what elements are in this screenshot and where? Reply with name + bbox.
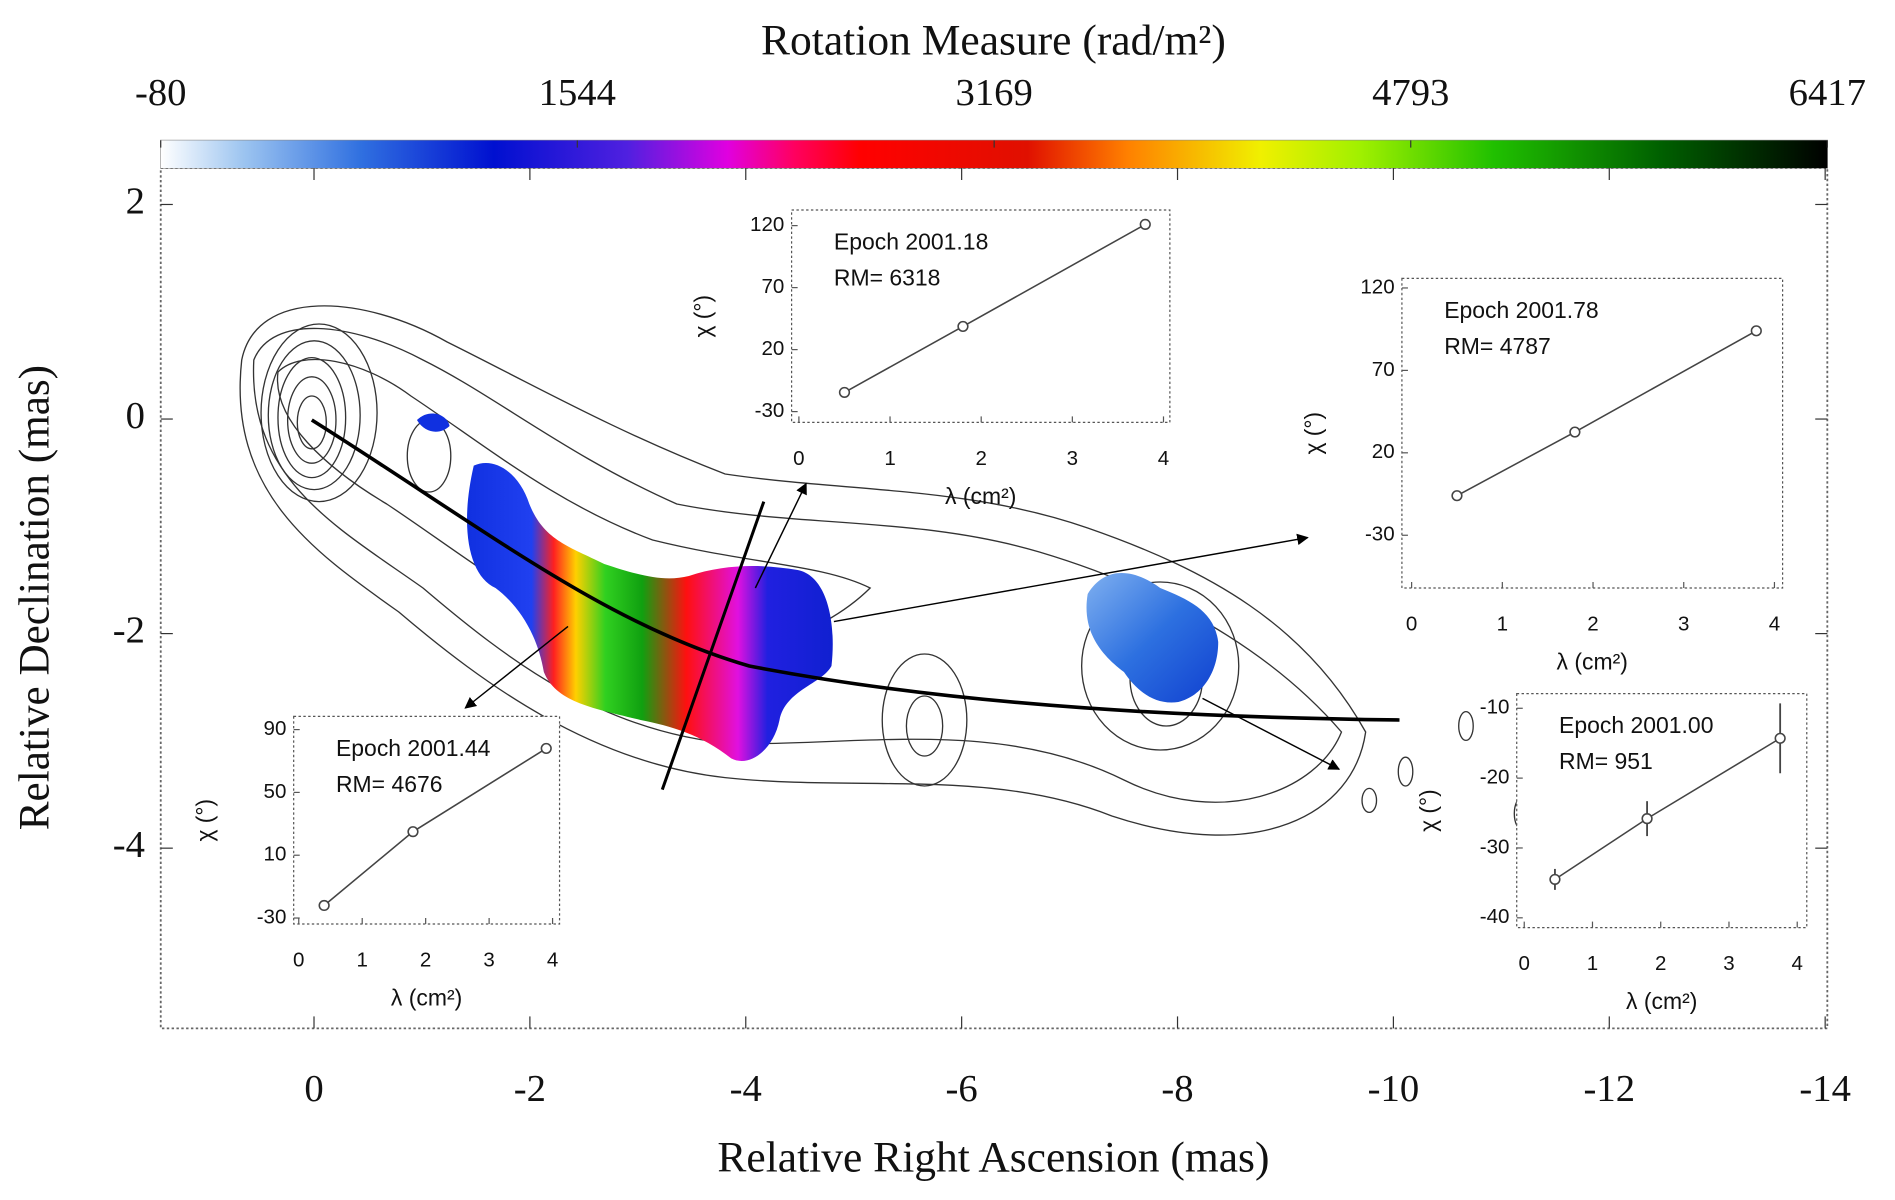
inset-annotation: Epoch 2001.18 [834, 229, 988, 255]
inset-y-label: χ (°) [1415, 789, 1441, 832]
colorbar-label: Rotation Measure (rad/m²) [761, 16, 1226, 64]
inset-y-label: χ (°) [1300, 412, 1326, 455]
y-tick-label: 120 [1360, 275, 1394, 298]
y-tick-label: 0 [126, 395, 145, 437]
data-point [840, 388, 850, 398]
x-tick-label: 2 [1655, 952, 1666, 975]
inset-x-label: λ (cm²) [1557, 649, 1628, 675]
x-tick-label: 4 [1792, 952, 1803, 975]
y-tick-label: -40 [1480, 905, 1510, 928]
y-tick-label: 20 [1372, 440, 1395, 463]
y-tick-label: -30 [755, 399, 785, 422]
inset: 0 1 2 3 4 -30 20 70 120 λ (cm²) χ (°) Epoch 2001.78… [1300, 275, 1783, 674]
page: {"chart_data": [ {"type": "map", "xlabel… [0, 0, 1895, 1200]
rm-patch [417, 413, 450, 431]
inset-annotation: RM= 951 [1559, 748, 1653, 774]
figure: Rotation Measure (rad/m²) Relative Right… [0, 0, 1895, 1200]
arrow [834, 538, 1308, 622]
inset-annotation: RM= 4676 [336, 771, 443, 797]
y-tick-label: -10 [1480, 696, 1510, 719]
data-point [1550, 875, 1560, 885]
y-tick-label: 70 [1372, 358, 1395, 381]
data-point [1775, 734, 1785, 744]
x-tick-label: 3 [1678, 613, 1689, 636]
y-tick-label: -30 [257, 905, 287, 928]
data-point [1140, 220, 1150, 230]
y-tick-label: -20 [1480, 766, 1510, 789]
inset-annotation: RM= 4787 [1444, 333, 1551, 359]
inset-annotation: RM= 6318 [834, 265, 941, 291]
data-point [1452, 491, 1462, 501]
x-tick-label: 1 [1587, 952, 1598, 975]
arrow [1203, 698, 1340, 769]
inset-annotation: Epoch 2001.44 [336, 735, 491, 761]
data-point [1570, 427, 1580, 437]
x-tick-label: -14 [1799, 1068, 1851, 1110]
data-point [958, 322, 968, 332]
y-tick-label: 120 [750, 213, 784, 236]
x-tick-label: 0 [793, 447, 804, 470]
x-tick-label: 0 [1519, 952, 1530, 975]
inset-annotation: Epoch 2001.78 [1444, 297, 1598, 323]
colorbar-tick-label: 6417 [1789, 72, 1866, 114]
jet-ridge [312, 420, 1400, 720]
x-tick-label: -12 [1584, 1068, 1636, 1110]
inset-x-label: λ (cm²) [391, 985, 462, 1011]
x-axis-label: Relative Right Ascension (mas) [717, 1134, 1269, 1182]
y-tick-label: -30 [1480, 835, 1510, 858]
y-tick-label: -30 [1365, 523, 1395, 546]
x-tick-label: -8 [1161, 1068, 1193, 1110]
colorbar-tick-label: -80 [135, 72, 187, 114]
data-point [1751, 326, 1761, 336]
x-tick-label: -10 [1368, 1068, 1420, 1110]
x-tick-label: 2 [420, 949, 431, 972]
y-tick-label: -4 [113, 824, 145, 866]
x-tick-label: 3 [1723, 952, 1734, 975]
x-tick-label: 3 [483, 949, 494, 972]
data-point [408, 827, 418, 837]
x-tick-label: -6 [946, 1068, 978, 1110]
inset-y-label: χ (°) [192, 799, 218, 842]
inset-y-label: χ (°) [690, 295, 716, 338]
y-axis-label: Relative Declination (mas) [11, 365, 59, 830]
inset-annotation: Epoch 2001.00 [1559, 712, 1713, 738]
colorbar-tick-label: 3169 [956, 72, 1033, 114]
y-tick-label: 50 [264, 780, 287, 803]
data-point [319, 901, 329, 911]
y-tick-label: 10 [264, 843, 287, 866]
x-tick-label: 1 [1497, 613, 1508, 636]
y-tick-label: 2 [126, 180, 145, 222]
inset: 0 1 2 3 4 -10 -20 -30 -40 λ (cm²) χ (°) Epoch 2001.… [1415, 694, 1807, 1015]
y-tick-label: 70 [761, 275, 784, 298]
data-point [541, 744, 551, 754]
x-tick-label: 4 [1158, 447, 1169, 470]
x-tick-label: 1 [884, 447, 895, 470]
x-tick-label: 0 [1406, 613, 1417, 636]
inset-x-label: λ (cm²) [1626, 988, 1697, 1014]
x-tick-label: -4 [730, 1068, 762, 1110]
x-tick-label: 0 [293, 949, 304, 972]
inset: 0 1 2 3 4 -30 20 70 120 λ (cm²) χ (°) Epoch 2001.18… [690, 210, 1170, 509]
inset: 0 1 2 3 4 -30 10 50 90 λ (cm²) χ (°) Epoch 2001.44 R… [192, 716, 560, 1010]
y-tick-label: 20 [761, 337, 784, 360]
colorbar-tick-label: 4793 [1372, 72, 1449, 114]
x-tick-label: 2 [1587, 613, 1598, 636]
y-tick-label: -2 [113, 610, 145, 652]
x-tick-label: 2 [975, 447, 986, 470]
x-tick-label: 4 [1769, 613, 1780, 636]
colorbar-tick-label: 1544 [539, 72, 616, 114]
x-tick-label: 4 [547, 949, 558, 972]
x-tick-label: 3 [1067, 447, 1078, 470]
x-tick-label: -2 [514, 1068, 546, 1110]
x-tick-label: 0 [304, 1068, 323, 1110]
y-tick-label: 90 [264, 717, 287, 740]
inset-x-label: λ (cm²) [945, 483, 1016, 509]
inset-frame [1402, 278, 1783, 588]
x-tick-label: 1 [356, 949, 367, 972]
data-point [1642, 814, 1652, 824]
